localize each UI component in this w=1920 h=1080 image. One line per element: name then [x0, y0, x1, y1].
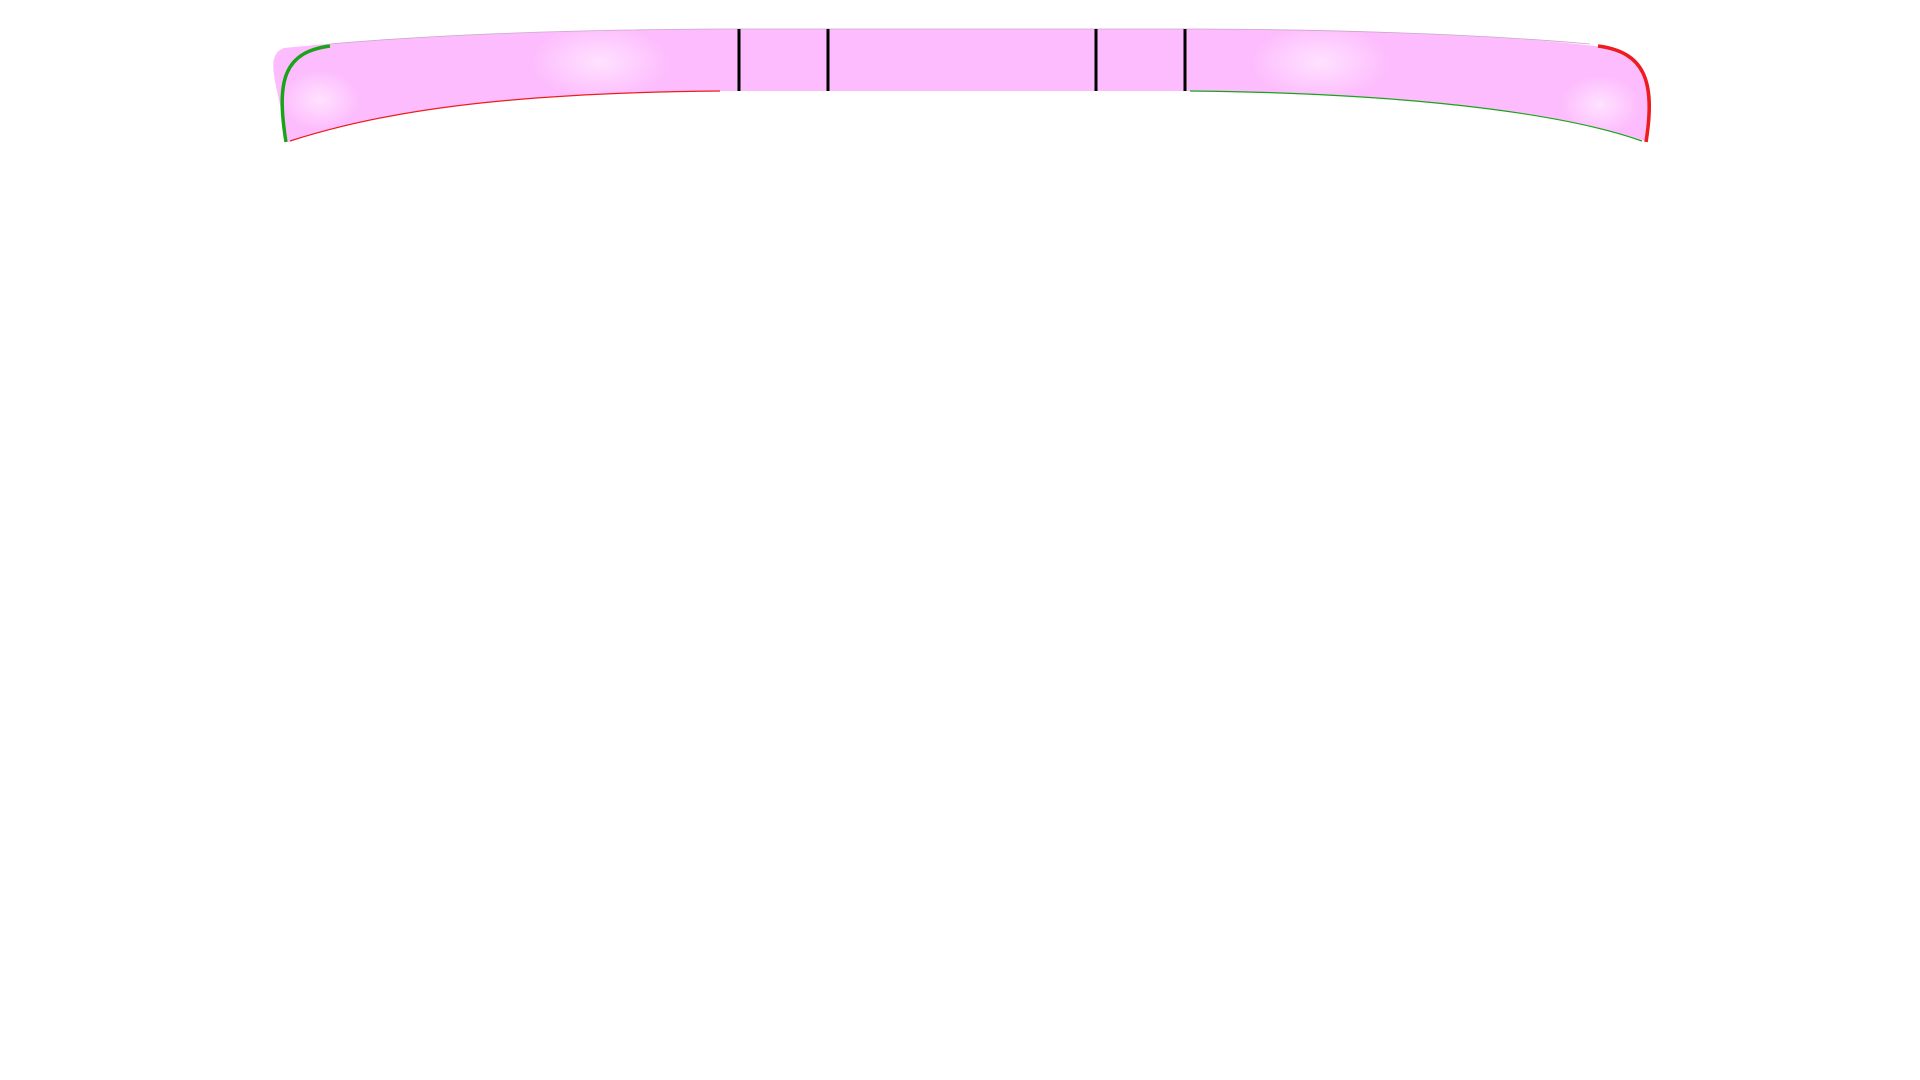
- band-highlights: [280, 29, 1640, 135]
- left-outer-edge: [280, 44, 331, 143]
- band-top-outline: [329, 28, 1591, 45]
- right-inner-edge: [1189, 90, 1643, 142]
- left-inner-edge: [289, 90, 721, 142]
- right-outer-edge: [1597, 44, 1651, 143]
- band-shape: [273, 29, 1650, 142]
